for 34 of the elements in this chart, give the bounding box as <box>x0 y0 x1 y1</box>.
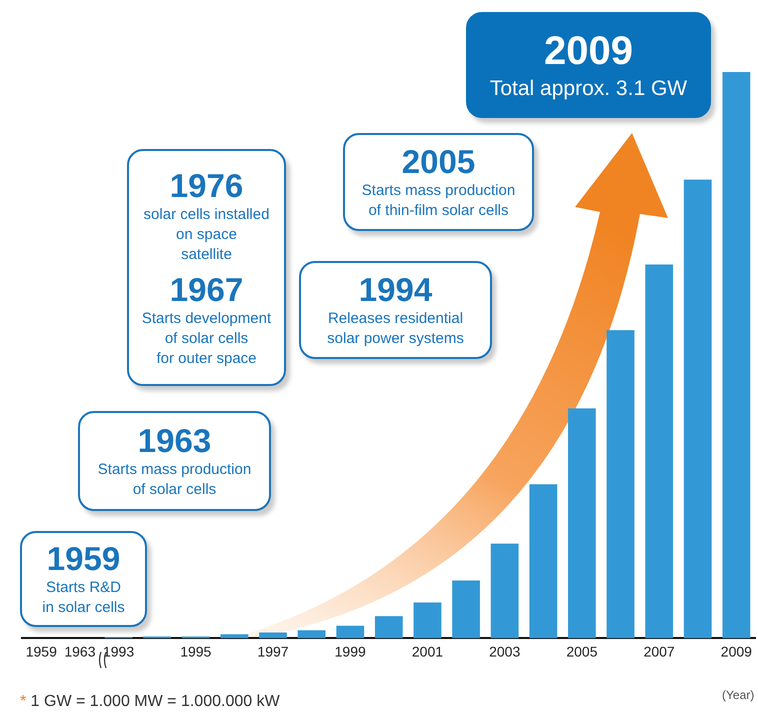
x-tick-label: 2007 <box>644 643 675 660</box>
x-tick-label: 1959 <box>26 643 58 660</box>
annotation: 1994 Releases residential solar power systems <box>327 271 464 349</box>
x-tick-label: 2001 <box>412 643 444 660</box>
bar <box>684 180 712 638</box>
x-tick-label: 1999 <box>334 643 366 660</box>
bar <box>220 634 248 638</box>
annotation: 1976 solar cells installed on space satellite <box>144 166 270 264</box>
x-tick-label: 1963 <box>64 643 96 660</box>
bar <box>414 602 442 638</box>
x-tick-label: 2005 <box>566 643 598 660</box>
bar <box>336 626 364 638</box>
annotation: 2009 Total approx. 3.1 GW <box>490 28 688 102</box>
x-tick-label: 2009 <box>720 643 752 660</box>
x-tick-label: 1997 <box>257 643 289 660</box>
annotation: 1959 Starts R&D in solar cells <box>42 540 125 618</box>
bar <box>374 616 403 638</box>
x-tick-label: 1993 <box>102 643 134 660</box>
bar <box>452 580 480 638</box>
bar <box>259 632 287 638</box>
x-tick-label: 1995 <box>180 643 212 660</box>
bar <box>645 264 674 638</box>
annotation: 1963 Starts mass production of solar cells <box>98 422 252 500</box>
bar <box>490 544 519 638</box>
bar <box>568 408 596 638</box>
annotation: 1967 Starts development of solar cells for outer space <box>142 270 272 368</box>
bar <box>722 72 750 638</box>
bar <box>529 484 558 638</box>
x-tick-label: 2003 <box>489 643 520 660</box>
x-axis-title: (Year) <box>722 688 754 702</box>
annotation: 2005 Starts mass production of thin-film solar cells <box>362 143 516 221</box>
bar <box>606 330 634 638</box>
bar <box>298 630 326 638</box>
text: * 1 GW = 1.000 MW = 1.000.000 kW <box>20 693 280 711</box>
